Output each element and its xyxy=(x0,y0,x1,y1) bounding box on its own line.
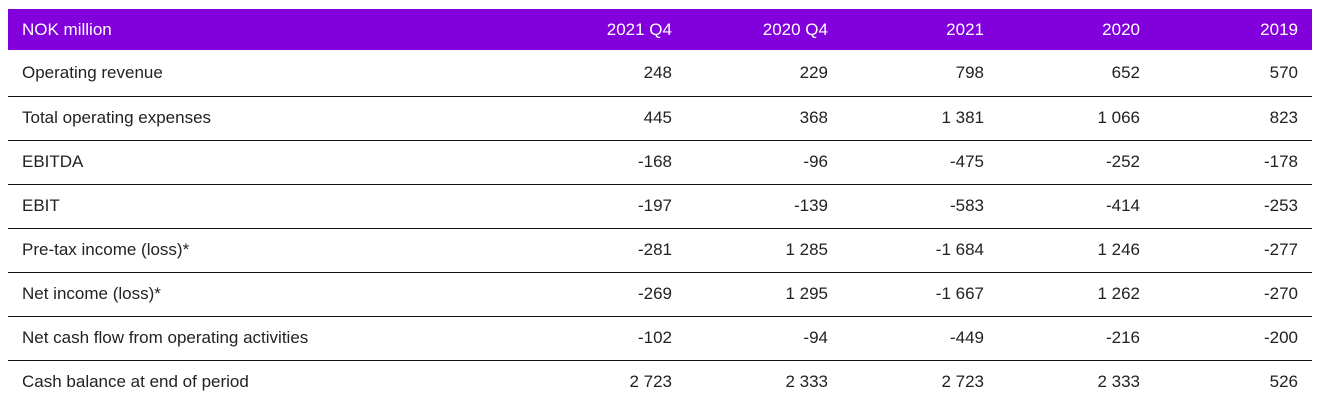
table-row: Operating revenue 248 229 798 652 570 xyxy=(8,50,1312,96)
table-cell: -583 xyxy=(949,196,984,215)
table-cell: 2 723 xyxy=(629,372,672,392)
table-cell: -168 xyxy=(637,152,672,171)
table-cell: -277 xyxy=(1263,240,1298,259)
row-label: Total operating expenses xyxy=(22,108,212,127)
row-label: Net cash flow from operating activities xyxy=(22,328,309,347)
table-cell: -252 xyxy=(1105,152,1140,171)
table-cell: -1 667 xyxy=(935,284,984,303)
row-label: Net income (loss)* xyxy=(22,284,161,303)
table-cell: -178 xyxy=(1263,152,1298,171)
table-cell: -475 xyxy=(949,152,984,171)
header-cell-2019: 2019 xyxy=(1260,19,1298,39)
table-cell: 445 xyxy=(643,108,672,127)
table-cell: 368 xyxy=(799,108,828,127)
header-cell-2021-q4: 2021 Q4 xyxy=(606,19,672,39)
table-body: Operating revenue 248 229 798 652 570 To… xyxy=(8,50,1312,404)
table-cell: 2 333 xyxy=(1097,372,1140,392)
table-row: Net cash flow from operating activities … xyxy=(8,316,1312,360)
table-row: Net income (loss)* -269 1 295 -1 667 1 2… xyxy=(8,272,1312,316)
table-cell: -270 xyxy=(1263,284,1298,303)
table-cell: 248 xyxy=(643,62,672,82)
table-cell: 1 295 xyxy=(785,284,828,303)
row-label: EBITDA xyxy=(22,152,84,171)
header-cell-2020-q4: 2020 Q4 xyxy=(762,19,828,39)
table-cell: 2 723 xyxy=(941,372,984,392)
table-cell: -449 xyxy=(949,328,984,347)
row-label: EBIT xyxy=(22,196,60,215)
table-cell: 1 381 xyxy=(941,108,984,127)
table-cell: -414 xyxy=(1105,196,1140,215)
table-cell: -197 xyxy=(637,196,672,215)
table-cell: 2 333 xyxy=(785,372,828,392)
table-cell: -216 xyxy=(1105,328,1140,347)
table-row: EBIT -197 -139 -583 -414 -253 xyxy=(8,184,1312,228)
table-header: NOK million 2021 Q4 2020 Q4 2021 2020 20… xyxy=(8,9,1312,50)
table-cell: -96 xyxy=(803,152,828,171)
table-cell: -200 xyxy=(1263,328,1298,347)
table-cell: -139 xyxy=(793,196,828,215)
table-cell: -269 xyxy=(637,284,672,303)
financial-table-container: NOK million 2021 Q4 2020 Q4 2021 2020 20… xyxy=(8,9,1312,404)
table-row: Cash balance at end of period 2 723 2 33… xyxy=(8,360,1312,404)
table-cell: -1 684 xyxy=(935,240,984,259)
row-label: Operating revenue xyxy=(22,62,163,82)
table-cell: 1 285 xyxy=(785,240,828,259)
header-cell-2020: 2020 xyxy=(1102,19,1140,39)
table-cell: 1 066 xyxy=(1097,108,1140,127)
table-cell: 1 262 xyxy=(1097,284,1140,303)
table-row: Total operating expenses 445 368 1 381 1… xyxy=(8,96,1312,140)
table-cell: 1 246 xyxy=(1097,240,1140,259)
table-cell: 652 xyxy=(1111,62,1140,82)
table-cell: -281 xyxy=(637,240,672,259)
table-row: Pre-tax income (loss)* -281 1 285 -1 684… xyxy=(8,228,1312,272)
table-cell: -102 xyxy=(637,328,672,347)
header-cell-label: NOK million xyxy=(22,19,112,39)
row-label: Cash balance at end of period xyxy=(22,372,249,392)
table-cell: 229 xyxy=(799,62,828,82)
table-cell: 823 xyxy=(1269,108,1298,127)
table-row: EBITDA -168 -96 -475 -252 -178 xyxy=(8,140,1312,184)
header-cell-2021: 2021 xyxy=(946,19,984,39)
table-cell: 798 xyxy=(955,62,984,82)
table-cell: -94 xyxy=(803,328,828,347)
financial-table: NOK million 2021 Q4 2020 Q4 2021 2020 20… xyxy=(8,9,1312,404)
table-cell: 570 xyxy=(1269,62,1298,82)
table-cell: -253 xyxy=(1263,196,1298,215)
table-cell: 526 xyxy=(1269,372,1298,392)
row-label: Pre-tax income (loss)* xyxy=(22,240,190,259)
header-row: NOK million 2021 Q4 2020 Q4 2021 2020 20… xyxy=(8,9,1312,50)
